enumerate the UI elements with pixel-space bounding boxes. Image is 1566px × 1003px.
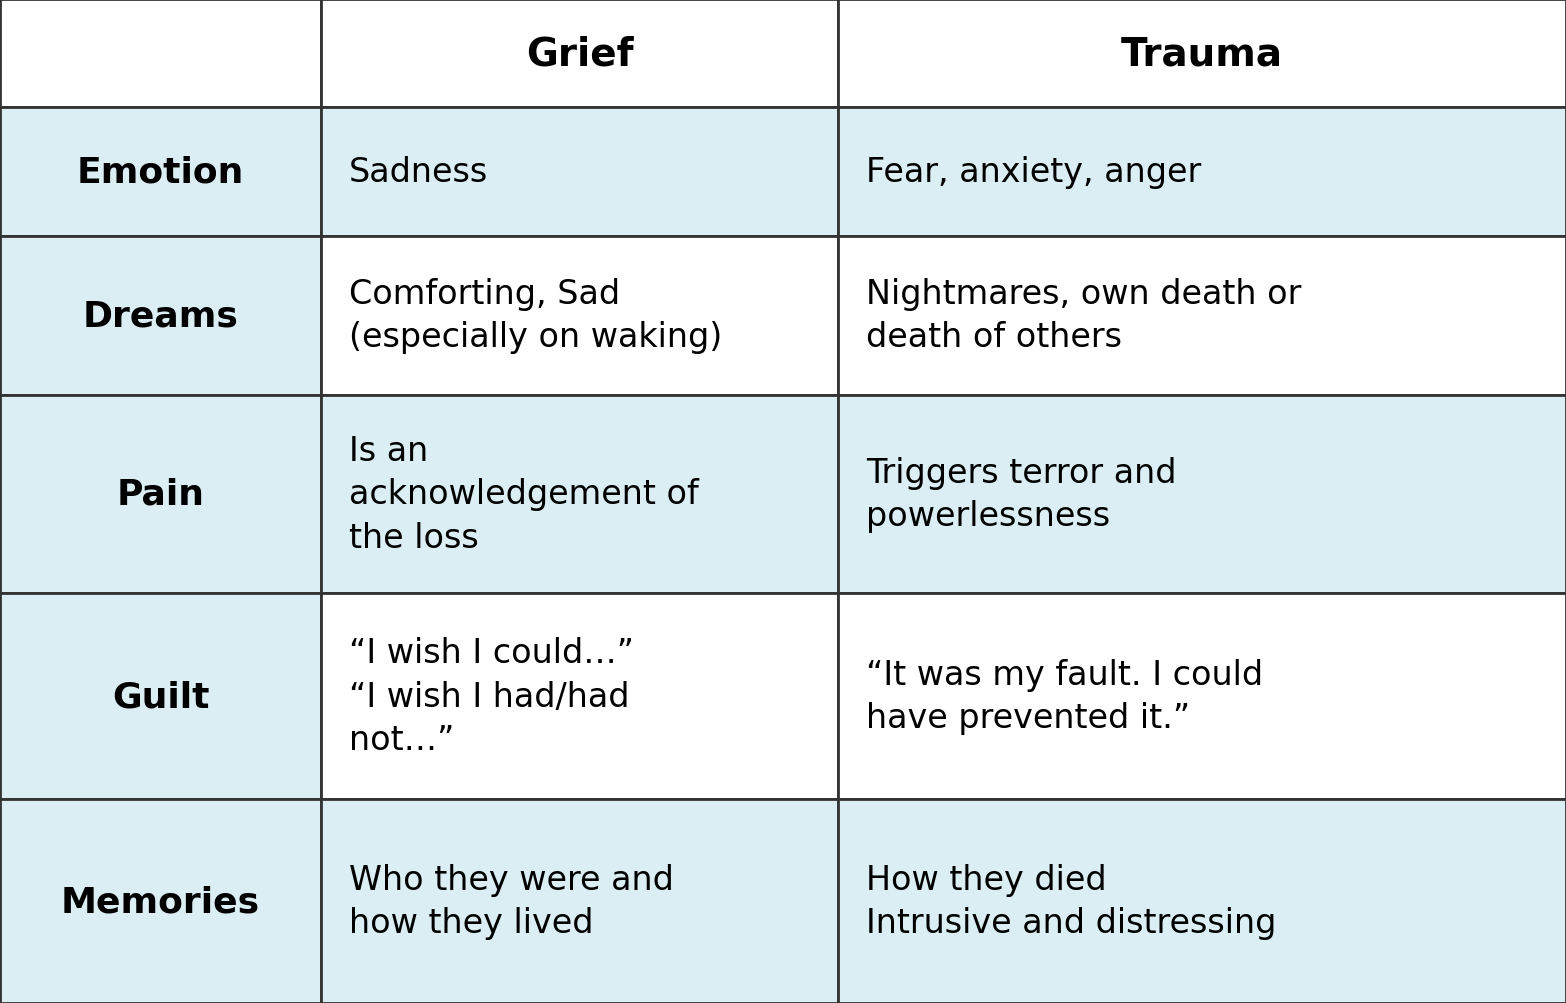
Bar [838, 395, 1566, 594]
Text: “It was my fault. I could
have prevented it.”: “It was my fault. I could have prevented… [866, 658, 1264, 735]
Text: Dreams: Dreams [83, 299, 238, 333]
Text: Pain: Pain [116, 477, 205, 512]
Bar [0, 0, 321, 108]
Bar [838, 237, 1566, 395]
Bar [0, 594, 321, 799]
Text: Trauma: Trauma [1121, 35, 1283, 73]
Bar [321, 108, 838, 237]
Bar [321, 237, 838, 395]
Text: Nightmares, own death or
death of others: Nightmares, own death or death of others [866, 278, 1301, 354]
Text: Grief: Grief [526, 35, 633, 73]
Bar [838, 594, 1566, 799]
Text: Triggers terror and
powerlessness: Triggers terror and powerlessness [866, 456, 1176, 533]
Text: Memories: Memories [61, 885, 260, 918]
Bar [321, 799, 838, 1003]
Bar [0, 395, 321, 594]
Text: Sadness: Sadness [349, 156, 489, 189]
Text: Is an
acknowledgement of
the loss: Is an acknowledgement of the loss [349, 434, 698, 555]
Bar [0, 237, 321, 395]
Bar [0, 799, 321, 1003]
Text: Guilt: Guilt [111, 680, 210, 713]
Bar [321, 0, 838, 108]
Bar [321, 395, 838, 594]
Bar [838, 108, 1566, 237]
Bar [838, 799, 1566, 1003]
Bar [838, 0, 1566, 108]
Text: How they died
Intrusive and distressing: How they died Intrusive and distressing [866, 863, 1276, 940]
Text: Who they were and
how they lived: Who they were and how they lived [349, 863, 673, 940]
Text: “I wish I could…”
“I wish I had/had
not…”: “I wish I could…” “I wish I had/had not…… [349, 637, 634, 756]
Text: Comforting, Sad
(especially on waking): Comforting, Sad (especially on waking) [349, 278, 722, 354]
Text: Emotion: Emotion [77, 155, 244, 190]
Text: Fear, anxiety, anger: Fear, anxiety, anger [866, 156, 1201, 189]
Bar [0, 108, 321, 237]
Bar [321, 594, 838, 799]
